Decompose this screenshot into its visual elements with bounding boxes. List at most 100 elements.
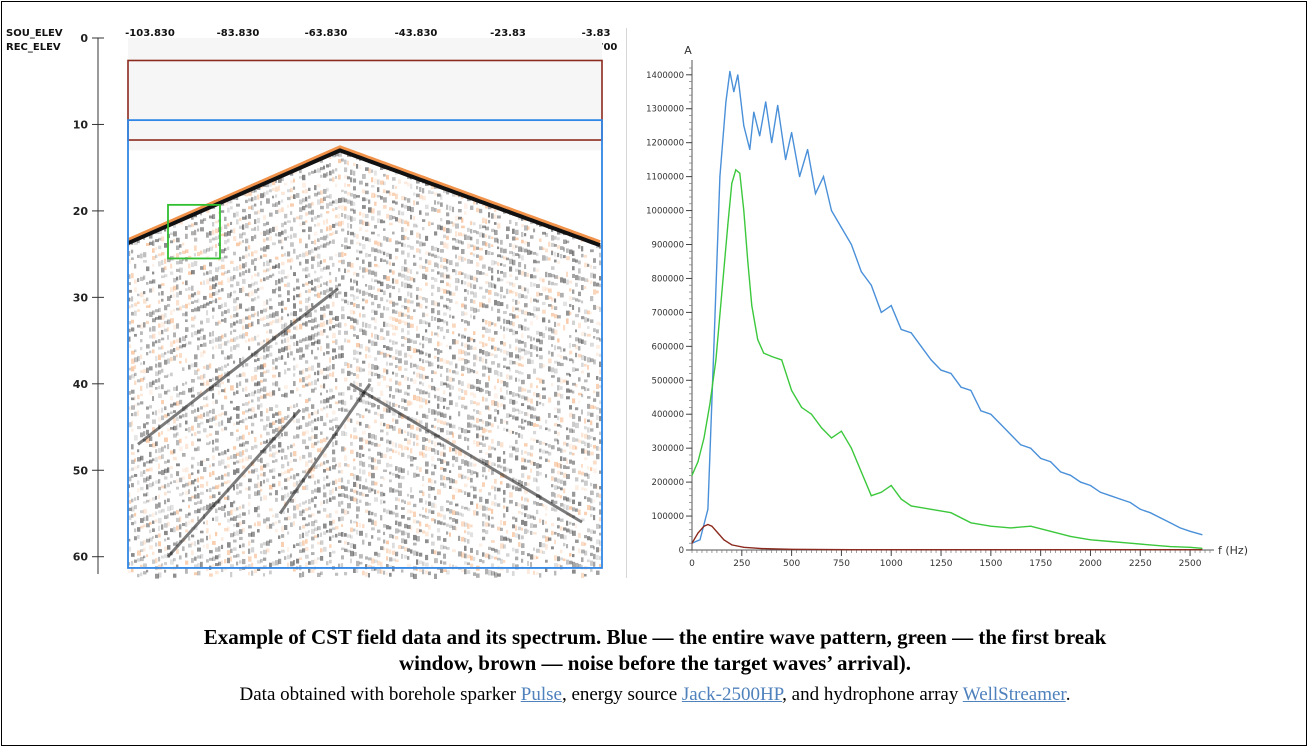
sou-elev-row: SOU_ELEV bbox=[6, 28, 63, 39]
spectrum-point bbox=[930, 508, 932, 510]
depth-tick-label: 20 bbox=[73, 205, 89, 218]
y-axis-label: A bbox=[684, 44, 692, 57]
figure-caption-title: Example of CST field data and its spectr… bbox=[0, 624, 1310, 676]
spectrum-point bbox=[850, 549, 852, 551]
spectrum-point bbox=[1079, 481, 1082, 483]
spectrum-point bbox=[1030, 447, 1032, 449]
spectrum-point bbox=[1089, 484, 1092, 487]
caption-note-text-3: , and hydrophone array bbox=[782, 684, 963, 705]
y-tick-label: 700000 bbox=[652, 308, 684, 318]
pulse-link[interactable]: Pulse bbox=[520, 684, 562, 705]
spectrum-point bbox=[1169, 549, 1171, 551]
spectrum-point bbox=[930, 549, 932, 551]
x-tick-label: 750 bbox=[833, 559, 850, 569]
spectrum-chart-panel: 0 100000 200000 300000 400000 500000 600000 700… bbox=[630, 38, 1280, 578]
spectrum-point bbox=[880, 311, 882, 313]
spectrum-point bbox=[707, 508, 709, 510]
spectrum-chart: 0 100000 200000 300000 400000 500000 600000 700… bbox=[646, 44, 1248, 569]
spectrum-point bbox=[691, 474, 693, 476]
spectrum-point bbox=[1089, 539, 1092, 541]
spectrum-point bbox=[1010, 549, 1012, 551]
spectrum-point bbox=[1089, 549, 1092, 551]
spectrum-point bbox=[830, 437, 833, 439]
spectrum-point bbox=[759, 135, 761, 137]
spectrum-point bbox=[890, 305, 892, 307]
spectrum-point bbox=[890, 484, 892, 487]
y-tick-label: 500000 bbox=[652, 376, 684, 386]
panel-divider bbox=[626, 28, 627, 578]
spectrum-point bbox=[1099, 491, 1101, 493]
spectrum-point bbox=[715, 359, 717, 361]
spectrum-point bbox=[719, 176, 721, 178]
spectrum-point bbox=[709, 403, 711, 405]
depth-tick-label: 40 bbox=[73, 378, 89, 391]
x-tick-label: 500 bbox=[783, 559, 800, 569]
seismic-gather-panel: 0 10 20 30 40 50 60 bbox=[30, 22, 628, 582]
noise-window-box bbox=[127, 59, 603, 141]
depth-tick-label: 60 bbox=[73, 551, 89, 564]
spectrum-point bbox=[785, 159, 787, 161]
spectrum-point bbox=[900, 328, 902, 330]
spectrum-point bbox=[1169, 522, 1171, 524]
spectrum-point bbox=[910, 332, 912, 334]
spectrum-point bbox=[1159, 517, 1161, 519]
spectrum-point bbox=[1109, 540, 1111, 543]
first-break-window-box bbox=[167, 203, 221, 260]
spectrum-point bbox=[777, 104, 779, 106]
spectrum-point bbox=[699, 539, 701, 541]
jack-2500hp-link[interactable]: Jack-2500HP bbox=[681, 684, 783, 705]
sou-elev-label: SOU_ELEV bbox=[6, 28, 63, 39]
wellstreamer-link[interactable]: WellStreamer bbox=[962, 684, 1066, 705]
spectrum-point bbox=[749, 148, 751, 151]
caption-title-line-1: Example of CST field data and its spectr… bbox=[203, 625, 1107, 649]
spectrum-point bbox=[771, 142, 773, 144]
spectrum-point bbox=[950, 372, 952, 375]
spectrum-point bbox=[870, 284, 872, 286]
spectrum-point bbox=[723, 539, 725, 541]
spectrum-point bbox=[1139, 508, 1141, 510]
spectrum-point bbox=[1010, 527, 1012, 529]
spectrum-point bbox=[1129, 501, 1131, 504]
spectrum-point bbox=[1010, 434, 1012, 436]
spectrum-point bbox=[870, 495, 872, 497]
spectrum-point bbox=[761, 548, 763, 550]
spectrum-point bbox=[990, 525, 992, 527]
spectrum-point bbox=[820, 427, 823, 429]
spectrum-point bbox=[791, 548, 793, 550]
x-tick-label: 1250 bbox=[930, 559, 953, 569]
sou-elev-value: -3.83 bbox=[581, 28, 611, 39]
spectrum-point bbox=[810, 413, 813, 415]
x-tick-label: 1000 bbox=[880, 559, 903, 569]
spectrum-point bbox=[739, 172, 741, 174]
x-tick-label: 250 bbox=[733, 559, 750, 569]
y-tick-label: 1000000 bbox=[646, 207, 684, 217]
x-tick-label: 0 bbox=[689, 559, 695, 569]
spectrum-point bbox=[1000, 423, 1002, 425]
spectrum-point bbox=[731, 182, 733, 184]
y-tick-label: 1400000 bbox=[646, 71, 684, 81]
spectrum-point bbox=[711, 525, 713, 527]
sou-elev-value: -83.830 bbox=[216, 28, 260, 39]
spectrum-point bbox=[743, 210, 745, 212]
reflection-event bbox=[278, 382, 372, 515]
seismic-traces bbox=[128, 150, 603, 580]
full-wave-window-box bbox=[127, 119, 603, 569]
spectrum-point bbox=[830, 210, 833, 212]
y-tick-label: 400000 bbox=[652, 410, 684, 420]
sou-elev-value: -23.83 bbox=[490, 28, 526, 39]
spectrum-point bbox=[940, 369, 942, 371]
spectrum-point bbox=[1060, 471, 1062, 473]
y-tick-label: 900000 bbox=[652, 241, 684, 251]
spectrum-point bbox=[731, 544, 733, 546]
spectrum-point bbox=[1050, 461, 1052, 463]
spectrum-point bbox=[735, 169, 737, 171]
spectrum-point bbox=[1030, 525, 1032, 527]
caption-note-text-1: Data obtained with borehole sparker bbox=[239, 684, 521, 705]
spectrum-point bbox=[860, 271, 862, 273]
depth-tick-label: 10 bbox=[73, 118, 89, 131]
spectrum-point bbox=[791, 389, 793, 392]
spectrum-point bbox=[840, 226, 842, 229]
spectrum-point bbox=[703, 437, 705, 439]
spectrum-point bbox=[1189, 546, 1191, 548]
y-tick-label: 300000 bbox=[652, 444, 684, 454]
